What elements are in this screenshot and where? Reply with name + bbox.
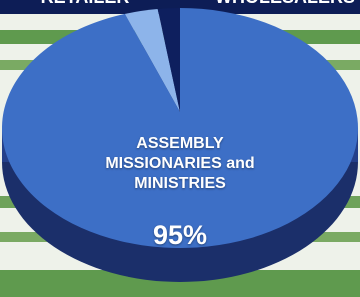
- category-label: RETAILER: [41, 0, 130, 7]
- value-label: 95%: [130, 220, 230, 251]
- slice-label: ASSEMBLY MISSIONARIES and MINISTRIES: [105, 134, 255, 194]
- category-label: WHOLESALERS: [215, 0, 355, 7]
- page: RETAILER WHOLESALERS ASSEMBLY MISSIONARIE…: [0, 0, 360, 297]
